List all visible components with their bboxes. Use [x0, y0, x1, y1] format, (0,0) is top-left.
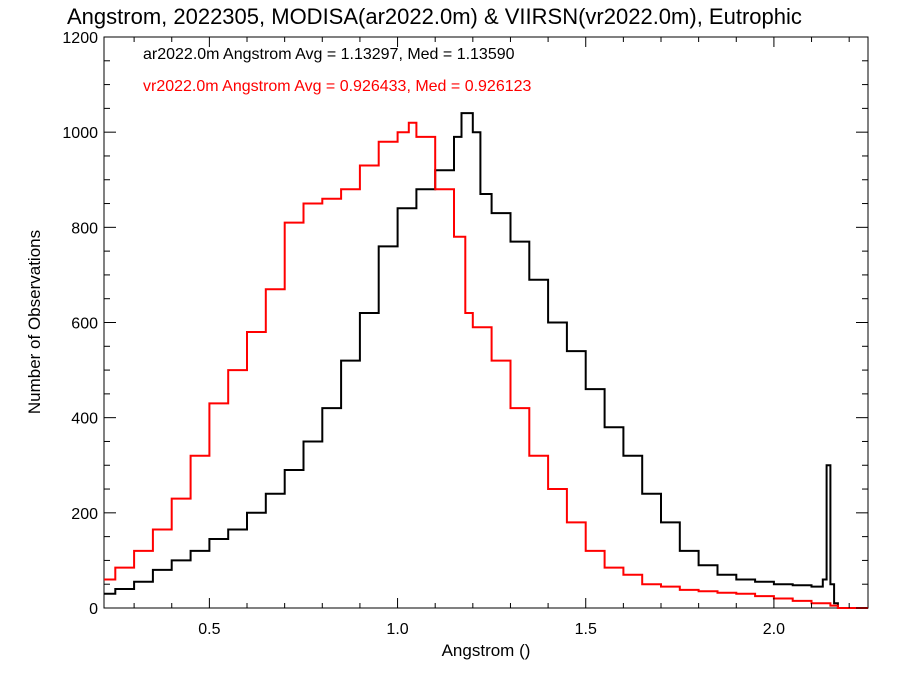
legend-entry-black: ar2022.0m Angstrom Avg = 1.13297, Med = …: [143, 46, 515, 63]
x-tick-label: 0.5: [198, 621, 220, 638]
y-tick-label: 0: [89, 601, 98, 618]
y-tick-label: 600: [71, 316, 98, 333]
legend-entry-red: vr2022.0m Angstrom Avg = 0.926433, Med =…: [143, 78, 532, 95]
chart-title: Angstrom, 2022305, MODISA(ar2022.0m) & V…: [67, 4, 802, 29]
x-axis-label: Angstrom (): [442, 641, 531, 660]
series-line-vr2022.0m: [104, 121, 868, 609]
x-tick-label: 1.0: [386, 621, 408, 638]
y-tick-label: 800: [71, 220, 98, 237]
y-tick-label: 200: [71, 506, 98, 523]
y-tick-label: 1200: [62, 30, 98, 47]
x-tick-label: 2.0: [763, 621, 785, 638]
plot-area: 0.5 1.0 1.5 2.0 0 200 400 600 800 1000 1200: [62, 30, 869, 638]
plot-frame: [103, 36, 869, 609]
y-axis-label: Number of Observations: [25, 230, 44, 414]
y-tick-label: 400: [71, 411, 98, 428]
series-line-ar2022.0m: [104, 112, 868, 609]
y-tick-label: 1000: [62, 125, 98, 142]
x-tick-label: 1.5: [575, 621, 597, 638]
